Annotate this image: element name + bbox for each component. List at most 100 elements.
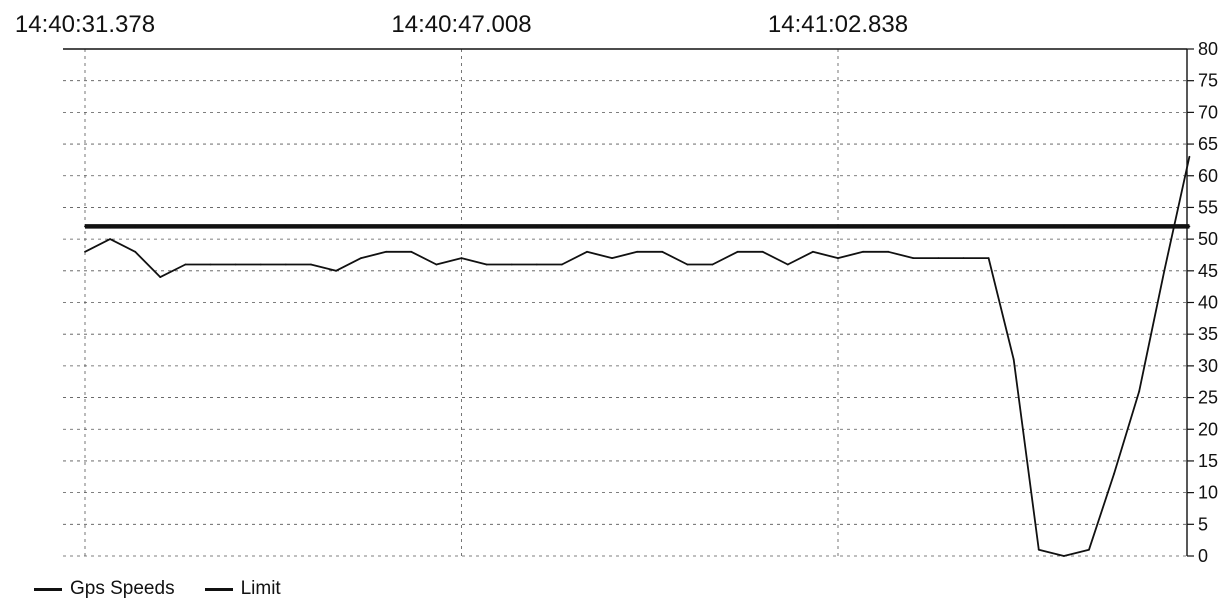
data-point-gps-speeds bbox=[109, 238, 111, 241]
data-point-gps-speeds bbox=[711, 263, 714, 266]
data-point-gps-speeds bbox=[937, 257, 940, 260]
y-tick-label: 20 bbox=[1198, 419, 1218, 439]
data-point-limit bbox=[837, 225, 839, 228]
series-line-gps-speeds bbox=[84, 156, 1191, 557]
data-point-gps-speeds bbox=[159, 276, 162, 279]
y-tick-label: 75 bbox=[1198, 71, 1218, 91]
data-point-gps-speeds bbox=[1088, 548, 1090, 551]
data-point-limit bbox=[335, 225, 337, 228]
data-point-gps-speeds bbox=[310, 263, 312, 266]
legend-swatch-limit bbox=[204, 587, 233, 591]
data-point-gps-speeds bbox=[1037, 548, 1040, 551]
data-point-limit bbox=[435, 225, 438, 228]
data-point-gps-speeds bbox=[1188, 155, 1191, 158]
data-point-limit bbox=[535, 225, 538, 228]
data-point-limit bbox=[786, 225, 789, 228]
data-point-limit bbox=[736, 225, 739, 228]
y-tick-label: 10 bbox=[1198, 483, 1218, 503]
data-point-limit bbox=[761, 225, 764, 228]
data-point-gps-speeds bbox=[84, 250, 86, 253]
data-point-gps-speeds bbox=[535, 263, 538, 266]
y-axis-ticks: 0 5 10 15 20 25 30 35 40 45 50 55 60 65 70 75 80 bbox=[1187, 39, 1218, 566]
data-point-gps-speeds bbox=[962, 257, 965, 260]
data-point-limit bbox=[159, 225, 162, 228]
data-point-limit bbox=[586, 225, 588, 228]
data-point-gps-speeds bbox=[862, 250, 864, 253]
data-point-limit bbox=[209, 225, 212, 228]
y-tick-label: 65 bbox=[1198, 134, 1218, 154]
data-point-limit bbox=[84, 225, 86, 228]
data-point-gps-speeds bbox=[435, 263, 438, 266]
data-point-limit bbox=[987, 225, 990, 228]
data-point-gps-speeds bbox=[686, 263, 689, 266]
data-point-limit bbox=[1037, 225, 1040, 228]
data-point-limit bbox=[912, 225, 915, 228]
y-tick-label: 15 bbox=[1198, 451, 1218, 471]
data-point-limit bbox=[310, 225, 312, 228]
data-point-gps-speeds bbox=[234, 263, 237, 266]
data-point-limit bbox=[711, 225, 714, 228]
data-point-gps-speeds bbox=[786, 263, 789, 266]
legend-item-gps-speeds: Gps Speeds bbox=[34, 578, 175, 600]
data-point-limit bbox=[284, 225, 287, 228]
data-point-limit bbox=[661, 225, 664, 228]
data-point-limit bbox=[385, 225, 388, 228]
data-point-limit bbox=[862, 225, 864, 228]
data-point-gps-speeds bbox=[887, 250, 890, 253]
data-point-limit bbox=[485, 225, 488, 228]
y-tick-label: 50 bbox=[1198, 229, 1218, 249]
data-point-gps-speeds bbox=[1063, 555, 1065, 557]
data-point-limit bbox=[259, 225, 262, 228]
data-point-gps-speeds bbox=[209, 263, 212, 266]
data-point-limit bbox=[1012, 225, 1015, 228]
legend-label-limit: Limit bbox=[240, 578, 281, 599]
data-point-limit bbox=[611, 225, 613, 228]
y-tick-label: 80 bbox=[1198, 39, 1218, 59]
y-tick-label: 45 bbox=[1198, 261, 1218, 281]
data-point-limit bbox=[460, 225, 463, 228]
data-point-limit bbox=[937, 225, 940, 228]
data-point-limit bbox=[1088, 225, 1090, 228]
data-point-gps-speeds bbox=[485, 263, 488, 266]
data-point-gps-speeds bbox=[510, 263, 513, 266]
data-point-gps-speeds bbox=[561, 263, 563, 266]
y-tick-label: 25 bbox=[1198, 388, 1218, 408]
data-point-gps-speeds bbox=[1163, 269, 1166, 272]
data-point-gps-speeds bbox=[134, 250, 137, 253]
legend: Gps Speeds Limit bbox=[34, 578, 311, 600]
data-point-limit bbox=[636, 225, 639, 228]
data-point-gps-speeds bbox=[812, 250, 814, 253]
x-tick-label: 14:40:47.008 bbox=[391, 11, 531, 38]
data-point-gps-speeds bbox=[360, 257, 362, 260]
data-point-gps-speeds bbox=[410, 250, 413, 253]
data-point-limit bbox=[561, 225, 563, 228]
data-point-gps-speeds bbox=[987, 257, 990, 260]
data-point-gps-speeds bbox=[761, 250, 764, 253]
data-point-gps-speeds bbox=[586, 250, 588, 253]
data-point-limit bbox=[410, 225, 413, 228]
data-point-limit bbox=[134, 225, 137, 228]
data-point-limit bbox=[1063, 225, 1065, 228]
data-point-limit bbox=[360, 225, 362, 228]
data-point-gps-speeds bbox=[912, 257, 915, 260]
legend-item-limit: Limit bbox=[204, 578, 281, 600]
data-point-limit bbox=[1138, 225, 1141, 228]
data-point-gps-speeds bbox=[385, 250, 388, 253]
y-tick-label: 60 bbox=[1198, 166, 1218, 186]
data-point-limit bbox=[1113, 225, 1115, 228]
series-layer bbox=[84, 155, 1191, 557]
data-point-limit bbox=[1163, 225, 1166, 228]
data-point-gps-speeds bbox=[837, 257, 839, 260]
x-axis-ticks: 14:40:31.378 14:40:47.008 14:41:02.838 bbox=[15, 11, 908, 38]
legend-swatch-gps-speeds bbox=[34, 587, 62, 591]
y-tick-label: 0 bbox=[1198, 546, 1208, 566]
y-tick-label: 5 bbox=[1198, 514, 1208, 534]
data-point-gps-speeds bbox=[1138, 390, 1141, 393]
data-point-limit bbox=[109, 225, 111, 228]
y-tick-label: 40 bbox=[1198, 293, 1218, 313]
x-tick-label: 14:41:02.838 bbox=[768, 11, 908, 38]
line-chart: 0 5 10 15 20 25 30 35 40 45 50 55 60 65 70 75 80 14:40:3… bbox=[15, 11, 1218, 566]
data-point-gps-speeds bbox=[184, 263, 187, 266]
data-point-limit bbox=[234, 225, 237, 228]
data-point-gps-speeds bbox=[259, 263, 262, 266]
